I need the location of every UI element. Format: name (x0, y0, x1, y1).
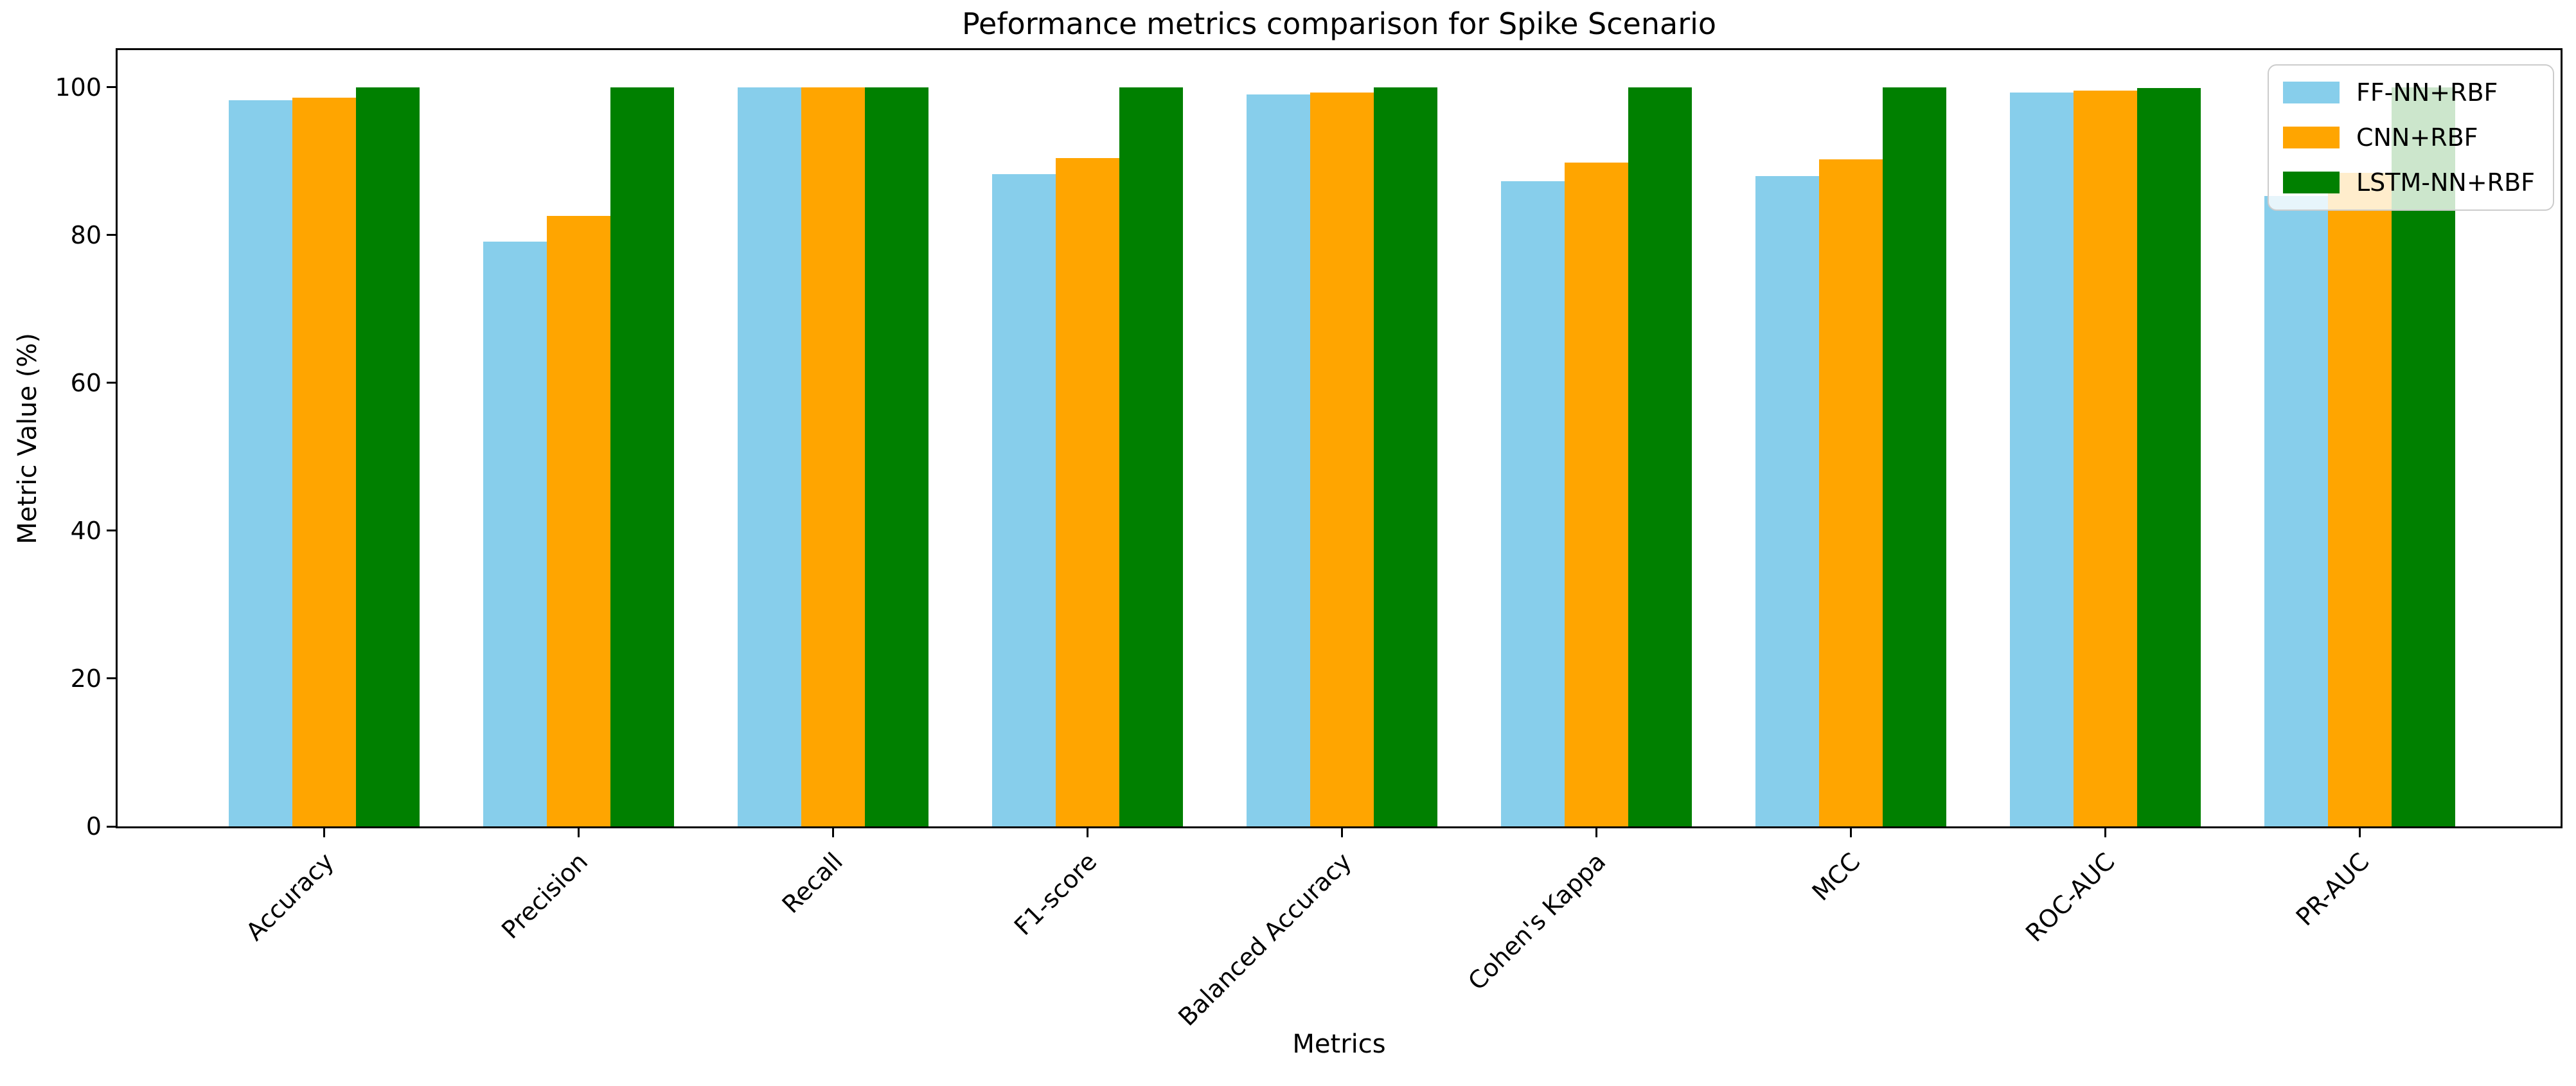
chart-title: Peformance metrics comparison for Spike … (961, 6, 1717, 41)
legend-item-lstm-nn-rbf: LSTM-NN+RBF (2282, 168, 2535, 197)
bar-cnn-rbf-mcc (1818, 159, 1883, 826)
legend-swatch-icon (2282, 172, 2340, 193)
y-tick-label-0: 0 (85, 812, 102, 841)
legend-label: FF-NN+RBF (2356, 78, 2498, 107)
y-axis-label: Metric Value (%) (13, 332, 42, 544)
y-tick-mark-0 (107, 825, 116, 828)
bar-lstm-nn-rbf-precision (610, 87, 674, 826)
legend-swatch-icon (2282, 127, 2340, 148)
x-tick-mark-4 (1086, 828, 1088, 837)
x-tick-label-balanced-accuracy: Balanced Accuracy (1173, 847, 1357, 1031)
legend: FF-NN+RBF CNN+RBF LSTM-NN+RBF (2267, 64, 2554, 211)
y-tick-label-20: 20 (70, 664, 102, 693)
bar-ff-nn-rbf-recall (737, 87, 801, 826)
y-tick-label-40: 40 (70, 516, 102, 545)
x-tick-mark-1 (323, 828, 325, 837)
bar-cnn-rbf-f1-score (1055, 158, 1119, 826)
y-tick-mark-80 (107, 234, 116, 236)
bar-ff-nn-rbf-roc-auc (2009, 93, 2074, 826)
x-axis-label: Metrics (1292, 1029, 1386, 1059)
legend-label: LSTM-NN+RBF (2356, 168, 2535, 197)
bar-lstm-nn-rbf-mcc (1882, 87, 1946, 826)
bar-cnn-rbf-pr-auc (2327, 173, 2392, 826)
bar-group-balanced-accuracy (1246, 87, 1437, 826)
bar-cnn-rbf-accuracy (292, 98, 356, 826)
x-tick-label-accuracy: Accuracy (240, 847, 339, 947)
bar-ff-nn-rbf-balanced-accuracy (1246, 94, 1310, 826)
x-tick-label-precision: Precision (496, 847, 594, 945)
y-tick-mark-100 (107, 86, 116, 89)
legend-item-ff-nn-rbf: FF-NN+RBF (2282, 78, 2535, 107)
bar-ff-nn-rbf-mcc (1755, 176, 1819, 826)
y-tick-mark-40 (107, 530, 116, 532)
x-tick-label-cohen-s-kappa: Cohen's Kappa (1462, 847, 1612, 996)
bar-lstm-nn-rbf-f1-score (1119, 87, 1183, 826)
bar-lstm-nn-rbf-roc-auc (2136, 88, 2201, 826)
bar-group-cohen-s-kappa (1500, 87, 1692, 826)
bar-cnn-rbf-cohen-s-kappa (1564, 163, 1628, 826)
bar-group-precision (483, 87, 674, 826)
x-tick-mark-6 (1595, 828, 1597, 837)
y-tick-label-100: 100 (55, 73, 102, 102)
bar-group-accuracy (228, 87, 420, 826)
bar-cnn-rbf-recall (801, 87, 865, 826)
x-tick-mark-3 (831, 828, 834, 837)
x-tick-label-roc-auc: ROC-AUC (2020, 847, 2120, 948)
bar-cnn-rbf-roc-auc (2073, 91, 2137, 826)
bar-cnn-rbf-balanced-accuracy (1310, 93, 1374, 826)
y-tick-mark-60 (107, 382, 116, 384)
x-tick-mark-7 (1849, 828, 1852, 837)
bar-group-mcc (1755, 87, 1946, 826)
bar-lstm-nn-rbf-recall (864, 87, 928, 826)
bar-ff-nn-rbf-precision (483, 242, 547, 826)
legend-label: CNN+RBF (2356, 123, 2478, 152)
bar-cnn-rbf-precision (546, 216, 610, 826)
x-tick-label-recall: Recall (776, 847, 848, 919)
bar-group-f1-score (991, 87, 1183, 826)
bar-lstm-nn-rbf-accuracy (355, 87, 420, 826)
plot-area: FF-NN+RBF CNN+RBF LSTM-NN+RBF (116, 48, 2563, 828)
x-tick-mark-2 (577, 828, 580, 837)
bar-group-recall (737, 87, 928, 826)
y-tick-mark-20 (107, 677, 116, 680)
y-tick-label-80: 80 (70, 220, 102, 249)
x-tick-label-f1-score: F1-score (1008, 847, 1103, 941)
x-tick-label-mcc: MCC (1806, 847, 1866, 907)
x-tick-mark-9 (2358, 828, 2361, 837)
x-tick-mark-5 (1340, 828, 1343, 837)
legend-swatch-icon (2282, 82, 2340, 103)
y-tick-label-60: 60 (70, 368, 102, 397)
bar-ff-nn-rbf-f1-score (991, 174, 1056, 826)
x-tick-mark-8 (2104, 828, 2106, 837)
x-tick-label-pr-auc: PR-AUC (2290, 847, 2375, 932)
bar-ff-nn-rbf-cohen-s-kappa (1500, 181, 1565, 826)
bar-lstm-nn-rbf-cohen-s-kappa (1628, 87, 1692, 826)
bar-lstm-nn-rbf-balanced-accuracy (1373, 87, 1437, 826)
legend-item-cnn-rbf: CNN+RBF (2282, 123, 2535, 152)
bar-group-roc-auc (2009, 88, 2201, 826)
bar-ff-nn-rbf-pr-auc (2264, 196, 2328, 826)
y-axis-label-wrap: Metric Value (%) (13, 48, 42, 828)
bar-ff-nn-rbf-accuracy (228, 100, 292, 826)
